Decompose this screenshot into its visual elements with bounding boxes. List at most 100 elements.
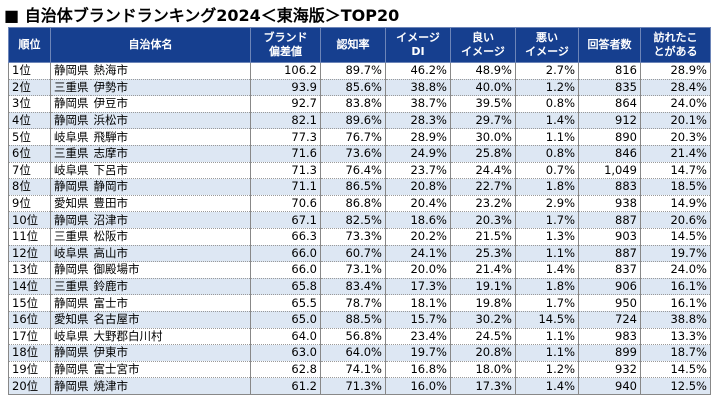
header-text: 偏差値 xyxy=(269,45,302,58)
header-cell: 自治体名 xyxy=(50,27,251,63)
table-cell: 20.2% xyxy=(385,228,451,246)
header-text: ブランド xyxy=(263,31,308,44)
table-cell: 39.5% xyxy=(450,95,516,113)
table-cell: 816 xyxy=(578,62,641,80)
table-cell: 14.7% xyxy=(640,162,711,180)
table-cell: 25.3% xyxy=(450,245,516,263)
table-cell: 11位 xyxy=(8,228,51,246)
table-cell: 静岡県 xyxy=(50,95,91,113)
table-cell: 豊田市 xyxy=(90,195,251,213)
header-cell: 良い イメージ xyxy=(450,27,516,63)
table-cell: 20.6% xyxy=(640,211,711,229)
table-cell: 864 xyxy=(578,95,641,113)
table-cell: 983 xyxy=(578,328,641,346)
table-row: 3位 静岡県 伊豆市 92.7 83.8% 38.7% 39.5% 0.8% 864 24.0% xyxy=(8,95,711,113)
table-cell: 83.8% xyxy=(320,95,386,113)
table-cell: 40.0% xyxy=(450,79,516,97)
table-cell: 61.2 xyxy=(250,377,321,395)
table-cell: 静岡県 xyxy=(50,377,91,395)
table-row: 18位 静岡県 伊東市 63.0 64.0% 19.7% 20.8% 1.1% 899 18.7% xyxy=(8,344,711,362)
table-cell: 静岡県 xyxy=(50,112,91,130)
table-cell: 932 xyxy=(578,361,641,379)
table-cell: 88.5% xyxy=(320,311,386,329)
header-text: 訪れたこ xyxy=(653,31,698,44)
table-row: 13位 静岡県 御殿場市 66.0 73.1% 20.0% 21.4% 1.4% 837 24.0… xyxy=(8,261,711,279)
table-cell: 14.5% xyxy=(515,311,579,329)
table-cell: 21.5% xyxy=(450,228,516,246)
header-text: とがある xyxy=(653,45,698,58)
header-text: イメージ xyxy=(461,45,505,58)
table-cell: 20.8% xyxy=(450,344,516,362)
table-cell: 松阪市 xyxy=(90,228,251,246)
table-cell: 65.5 xyxy=(250,294,321,312)
table-cell: 23.4% xyxy=(385,328,451,346)
table-cell: 1.8% xyxy=(515,278,579,296)
table-cell: 1.4% xyxy=(515,377,579,395)
table-cell: 20.8% xyxy=(385,178,451,196)
table-cell: 28.4% xyxy=(640,79,711,97)
table-cell: 18.1% xyxy=(385,294,451,312)
table-cell: 三重県 xyxy=(50,145,91,163)
table-cell: 906 xyxy=(578,278,641,296)
table-cell: 1.1% xyxy=(515,128,579,146)
table-cell: 沼津市 xyxy=(90,211,251,229)
table-cell: 19.7% xyxy=(640,245,711,263)
table-cell: 1.4% xyxy=(515,261,579,279)
table-cell: 浜松市 xyxy=(90,112,251,130)
table-cell: 21.4% xyxy=(450,261,516,279)
table-cell: 71.3% xyxy=(320,377,386,395)
header-cell: 順位 xyxy=(8,27,51,63)
table-cell: 6位 xyxy=(8,145,51,163)
table-cell: 富士宮市 xyxy=(90,361,251,379)
table-cell: 飛騨市 xyxy=(90,128,251,146)
table-cell: 1.8% xyxy=(515,178,579,196)
header-text: 認知率 xyxy=(336,38,370,51)
header-cell: イメージ DI xyxy=(385,27,451,63)
table-cell: 71.1 xyxy=(250,178,321,196)
table-cell: 912 xyxy=(578,112,641,130)
table-cell: 静岡県 xyxy=(50,361,91,379)
table-cell: 熱海市 xyxy=(90,62,251,80)
header-text: 回答者数 xyxy=(587,38,632,51)
table-cell: 89.6% xyxy=(320,112,386,130)
table-cell: 14.9% xyxy=(640,195,711,213)
table-cell: 74.1% xyxy=(320,361,386,379)
table-cell: 1.7% xyxy=(515,294,579,312)
table-cell: 19.8% xyxy=(450,294,516,312)
table-row: 12位 岐阜県 高山市 66.0 60.7% 24.1% 25.3% 1.1% 887 19.7% xyxy=(8,245,711,263)
table-cell: 82.1 xyxy=(250,112,321,130)
header-text: イメージ xyxy=(396,31,440,44)
header-text: 自治体名 xyxy=(128,38,173,51)
table-cell: 8位 xyxy=(8,178,51,196)
table-cell: 三重県 xyxy=(50,278,91,296)
table-cell: 三重県 xyxy=(50,79,91,97)
table-row: 10位 静岡県 沼津市 67.1 82.5% 18.6% 20.3% 1.7% 887 20.6% xyxy=(8,211,711,229)
table-cell: 15位 xyxy=(8,294,51,312)
table-cell: 950 xyxy=(578,294,641,312)
table-cell: 15.7% xyxy=(385,311,451,329)
table-cell: 18位 xyxy=(8,344,51,362)
table-cell: 17.3% xyxy=(385,278,451,296)
table-cell: 890 xyxy=(578,128,641,146)
table-cell: 4位 xyxy=(8,112,51,130)
table-cell: 22.7% xyxy=(450,178,516,196)
table-cell: 14.5% xyxy=(640,228,711,246)
table-cell: 903 xyxy=(578,228,641,246)
table-cell: 83.4% xyxy=(320,278,386,296)
table-cell: 1.7% xyxy=(515,211,579,229)
table-cell: 724 xyxy=(578,311,641,329)
table-cell: 岐阜県 xyxy=(50,245,91,263)
table-cell: 20.1% xyxy=(640,112,711,130)
header-text: DI xyxy=(411,45,425,58)
table-cell: 16位 xyxy=(8,311,51,329)
table-row: 11位 三重県 松阪市 66.3 73.3% 20.2% 21.5% 1.3% 903 14.5% xyxy=(8,228,711,246)
table-cell: 18.0% xyxy=(450,361,516,379)
table-cell: 18.7% xyxy=(640,344,711,362)
table-cell: 愛知県 xyxy=(50,311,91,329)
ranking-table: 順位 自治体名 ブランド 偏差値 認知率 イメージ DI 良い イメージ 悪い イメージ 回答者数 訪れ… xyxy=(8,27,711,395)
table-cell: 28.3% xyxy=(385,112,451,130)
table-cell: 3位 xyxy=(8,95,51,113)
table-cell: 13.3% xyxy=(640,328,711,346)
table-row: 1位 静岡県 熱海市 106.2 89.7% 46.2% 48.9% 2.7% 816 28.9% xyxy=(8,62,711,80)
